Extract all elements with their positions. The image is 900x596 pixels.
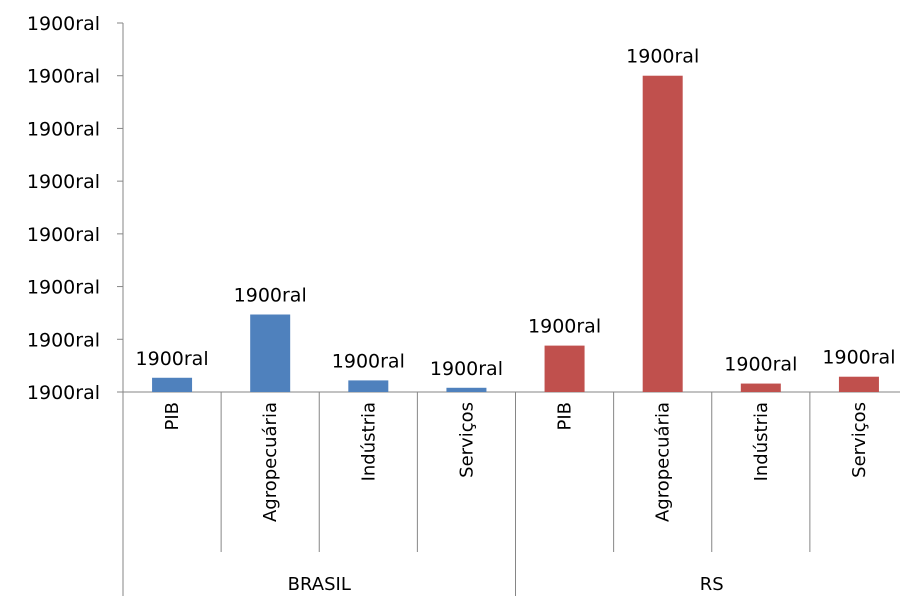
- y-tick-label: 1900ral: [27, 224, 100, 246]
- y-tick-label: 1900ral: [27, 171, 100, 193]
- data-label: 1900ral: [626, 46, 699, 68]
- group-label: RS: [700, 574, 724, 595]
- y-tick-label: 1900ral: [27, 329, 100, 351]
- bar-rs-3: [839, 377, 879, 392]
- bar-brasil-0: [152, 378, 192, 392]
- data-label: 1900ral: [234, 285, 307, 307]
- bar-rs-1: [643, 76, 683, 392]
- bar-brasil-1: [250, 315, 290, 392]
- y-tick-label: 1900ral: [27, 118, 100, 140]
- bar-rs-0: [545, 346, 585, 392]
- category-label: Indústria: [751, 402, 772, 481]
- data-label: 1900ral: [430, 358, 503, 380]
- bars: [152, 76, 879, 392]
- y-tick-label: 1900ral: [27, 277, 100, 299]
- data-label: 1900ral: [136, 348, 209, 370]
- data-label: 1900ral: [528, 316, 601, 338]
- y-tick-label: 1900ral: [27, 382, 100, 404]
- bar-brasil-3: [446, 388, 486, 392]
- category-label: Indústria: [358, 402, 379, 481]
- category-label: Agropecuária: [260, 402, 281, 522]
- data-label: 1900ral: [332, 350, 405, 372]
- group-labels: BRASIL RS: [288, 574, 724, 595]
- category-label: Agropecuária: [653, 402, 674, 522]
- data-labels: 1900ral 1900ral 1900ral 1900ral 1900ral 1900r…: [136, 46, 896, 380]
- category-label: Serviços: [849, 402, 870, 478]
- data-label: 1900ral: [724, 354, 797, 376]
- y-tick-label: 1900ral: [27, 13, 100, 35]
- category-label: Serviços: [456, 402, 477, 478]
- category-label: PIB: [555, 402, 576, 431]
- bar-brasil-2: [348, 380, 388, 392]
- axes: [123, 23, 900, 596]
- bar-rs-2: [741, 384, 781, 392]
- data-label: 1900ral: [822, 347, 895, 369]
- y-tick-label: 1900ral: [27, 66, 100, 88]
- y-axis-ticks: 1900ral 1900ral 1900ral 1900ral 1900ral 1900r…: [27, 13, 123, 404]
- group-label: BRASIL: [288, 574, 351, 595]
- category-label: PIB: [162, 402, 183, 431]
